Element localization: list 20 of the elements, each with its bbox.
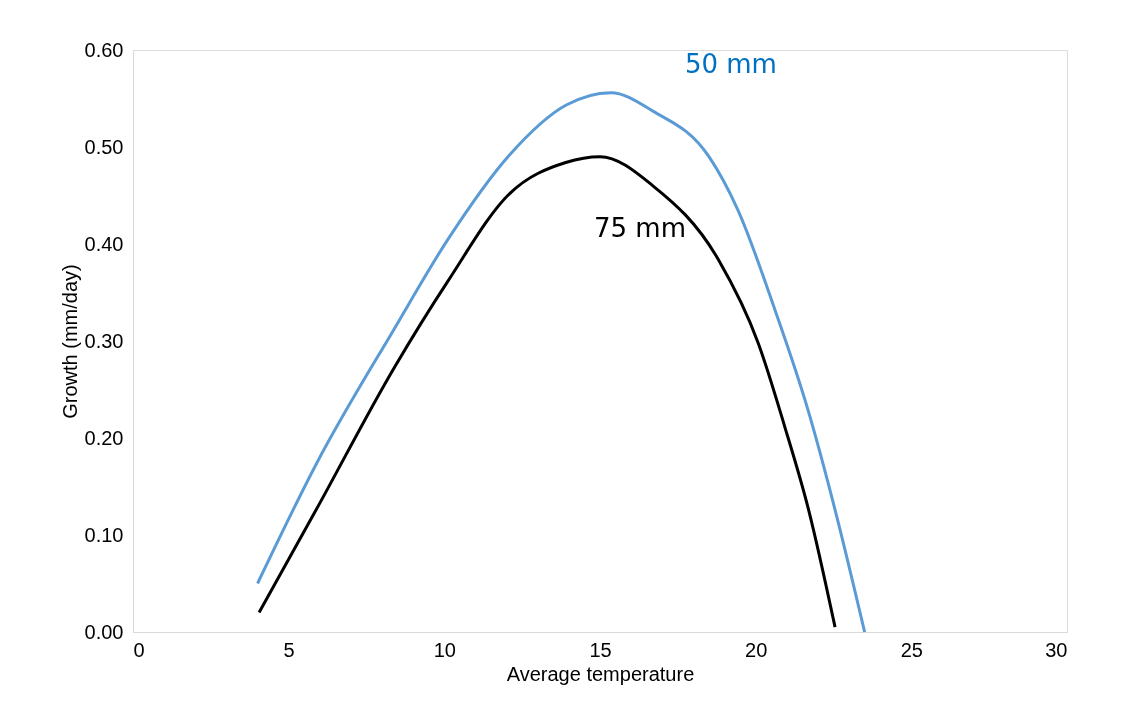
y-tick-label: 0.10 xyxy=(84,523,124,546)
series-label: 75 mm xyxy=(593,212,687,243)
x-tick-label: 20 xyxy=(745,638,768,661)
y-tick-label: 0.40 xyxy=(84,232,124,255)
y-tick-label: 0.00 xyxy=(84,620,124,643)
y-tick-label: 0.50 xyxy=(84,135,124,158)
x-tick-label: 15 xyxy=(589,638,612,661)
x-tick-label: 5 xyxy=(283,638,295,661)
x-tick-label: 10 xyxy=(433,638,456,661)
line-series xyxy=(256,91,867,634)
x-axis-title: Average temperature xyxy=(506,662,695,685)
x-tick-label: 0 xyxy=(133,638,145,661)
y-tick-label: 0.30 xyxy=(84,329,124,352)
series-label: 50 mm xyxy=(684,48,777,79)
y-tick-label: 0.60 xyxy=(84,38,124,61)
x-tick-label: 30 xyxy=(1045,638,1068,661)
y-axis-title: Growth (mm/day) xyxy=(58,264,81,419)
y-tick-label: 0.20 xyxy=(84,426,124,449)
x-tick-label: 25 xyxy=(900,638,923,661)
line-series xyxy=(257,155,837,629)
